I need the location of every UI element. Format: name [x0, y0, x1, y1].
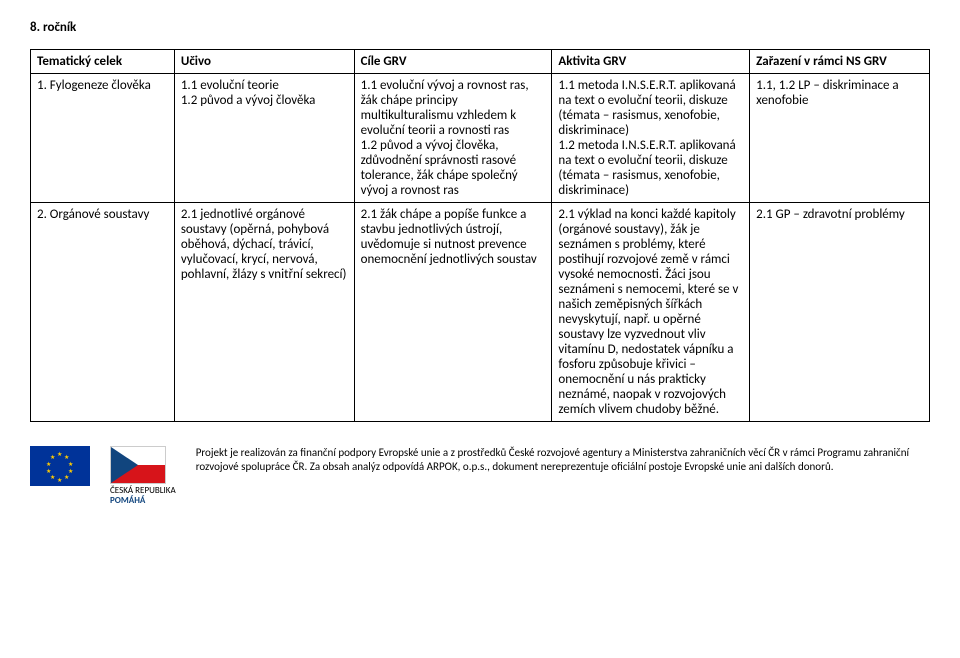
cell: 2.1 výklad na konci každé kapitoly (orgá… [552, 203, 750, 422]
cell: 1.1 evoluční vývoj a rovnost ras, žák ch… [354, 74, 552, 203]
curriculum-table: Tematický celek Učivo Cíle GRV Aktivita … [30, 49, 930, 422]
cell: 1.1 metoda I.N.S.E.R.T. aplikovaná na te… [552, 74, 750, 203]
eu-flag-icon: ★ ★ ★ ★ ★ ★ ★ ★ ★ ★ [30, 446, 90, 486]
footer-text: Projekt je realizován za finanční podpor… [196, 446, 930, 475]
table-row: 1. Fylogeneze člověka 1.1 evoluční teori… [31, 74, 930, 203]
cell: 1.1 evoluční teorie1.2 původ a vývoj člo… [174, 74, 354, 203]
cz-logo-text: ČESKÁ REPUBLIKA POMÁHÁ [110, 486, 176, 506]
cz-logo-block: ČESKÁ REPUBLIKA POMÁHÁ [110, 446, 176, 506]
col-header: Aktivita GRV [552, 50, 750, 74]
table-row: 2. Orgánové soustavy 2.1 jednotlivé orgá… [31, 203, 930, 422]
cell: 2.1 jednotlivé orgánové soustavy (opěrná… [174, 203, 354, 422]
col-header: Učivo [174, 50, 354, 74]
footer: ★ ★ ★ ★ ★ ★ ★ ★ ★ ★ ČESKÁ REPUBLIKA POMÁ… [30, 446, 930, 506]
col-header: Cíle GRV [354, 50, 552, 74]
col-header: Zařazení v rámci NS GRV [750, 50, 930, 74]
cz-logo-line2: POMÁHÁ [110, 495, 145, 506]
eu-logo-block: ★ ★ ★ ★ ★ ★ ★ ★ ★ ★ [30, 446, 90, 486]
col-header: Tematický celek [31, 50, 175, 74]
cell: 2. Orgánové soustavy [31, 203, 175, 422]
cell: 1.1, 1.2 LP – diskriminace a xenofobie [750, 74, 930, 203]
table-header-row: Tematický celek Učivo Cíle GRV Aktivita … [31, 50, 930, 74]
cell: 2.1 GP – zdravotní problémy [750, 203, 930, 422]
cz-flag-icon [110, 446, 166, 484]
cell: 2.1 žák chápe a popíše funkce a stavbu j… [354, 203, 552, 422]
cell: 1. Fylogeneze člověka [31, 74, 175, 203]
page-heading: 8. ročník [30, 20, 930, 35]
